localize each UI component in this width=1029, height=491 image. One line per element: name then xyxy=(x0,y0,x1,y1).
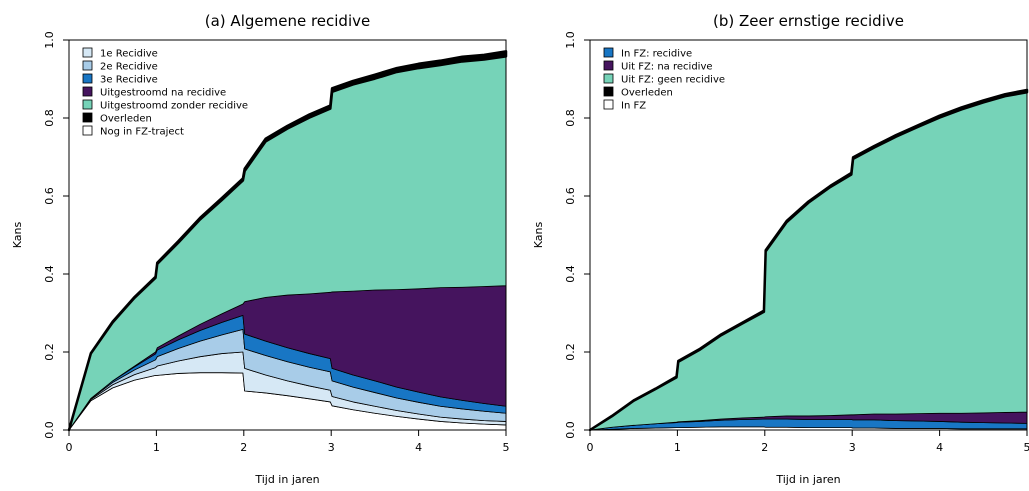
legend-item-uit-fz-geen-recidive: Uit FZ: geen recidive xyxy=(603,73,725,86)
legend-item-nog-in-fz-traject: Nog in FZ-traject xyxy=(82,125,184,138)
legend-item-1e-recidive: 1e Recidive xyxy=(82,47,158,60)
panel-b: (b) Zeer ernstige recidive Tijd in jaren… xyxy=(532,12,1029,486)
legend-label: In FZ xyxy=(621,101,646,112)
legend-swatch xyxy=(82,125,93,136)
y-tick-label: 0.2 xyxy=(564,343,577,361)
y-tick-label: 0.4 xyxy=(43,265,56,283)
plot-frame xyxy=(589,39,1028,431)
x-axis-label: Tijd in jaren xyxy=(775,473,840,486)
legend-item-uitgestroomd-zonder-recidive: Uitgestroomd zonder recidive xyxy=(82,99,248,112)
legend-label: Nog in FZ-traject xyxy=(100,127,184,138)
legend-item-uitgestroomd-na-recidive: Uitgestroomd na recidive xyxy=(82,86,226,99)
panel-title: (a) Algemene recidive xyxy=(205,12,370,30)
legend-swatch xyxy=(82,73,93,84)
y-tick-label: 1.0 xyxy=(564,31,577,49)
legend-item-2e-recidive: 2e Recidive xyxy=(82,60,158,73)
y-tick-label: 0.0 xyxy=(43,421,56,439)
y-axis-label: Kans xyxy=(11,222,24,249)
legend-swatch xyxy=(82,47,93,58)
legend-label: Overleden xyxy=(621,88,673,99)
legend-label: 2e Recidive xyxy=(100,62,158,73)
x-tick-label: 4 xyxy=(415,441,422,454)
panel-a: (a) Algemene recidive Tijd in jaren Kans… xyxy=(11,12,510,486)
x-tick-label: 1 xyxy=(153,441,160,454)
legend-swatch xyxy=(82,86,93,97)
y-tick-label: 0.8 xyxy=(43,109,56,127)
x-tick-label: 1 xyxy=(674,441,681,454)
legend-swatch xyxy=(603,73,614,84)
x-tick-label: 5 xyxy=(1024,441,1029,454)
legend-item-overleden: Overleden xyxy=(82,112,152,125)
legend-swatch xyxy=(603,99,614,110)
y-tick-label: 0.2 xyxy=(43,343,56,361)
y-tick-label: 0.6 xyxy=(43,187,56,205)
legend-item-overleden: Overleden xyxy=(603,86,673,99)
legend-item-uit-fz-na-recidive: Uit FZ: na recidive xyxy=(603,60,713,73)
legend-swatch xyxy=(603,47,614,58)
legend-label: 3e Recidive xyxy=(100,75,158,86)
y-axis-label: Kans xyxy=(532,222,545,249)
y-tick-label: 1.0 xyxy=(43,31,56,49)
legend-item-in-fz-recidive: In FZ: recidive xyxy=(603,47,692,60)
x-tick-label: 5 xyxy=(503,441,510,454)
legend-swatch xyxy=(82,60,93,71)
y-tick-label: 0.8 xyxy=(564,109,577,127)
legend-label: In FZ: recidive xyxy=(621,49,692,60)
x-tick-label: 0 xyxy=(587,441,594,454)
legend-label: Uitgestroomd na recidive xyxy=(100,88,226,99)
x-tick-label: 3 xyxy=(849,441,856,454)
panel-title: (b) Zeer ernstige recidive xyxy=(713,12,904,30)
legend-swatch xyxy=(603,60,614,71)
area-uit-fz-geen-recidive xyxy=(589,91,1028,431)
legend-item-3e-recidive: 3e Recidive xyxy=(82,73,158,86)
x-tick-label: 2 xyxy=(761,441,768,454)
legend-label: Uit FZ: na recidive xyxy=(621,62,713,73)
x-axis-label: Tijd in jaren xyxy=(254,473,319,486)
x-tick-label: 4 xyxy=(936,441,943,454)
legend-item-in-fz: In FZ xyxy=(603,99,646,112)
y-tick-label: 0.4 xyxy=(564,265,577,283)
legend-label: Overleden xyxy=(100,114,152,125)
legend-label: Uit FZ: geen recidive xyxy=(621,75,725,86)
legend-label: 1e Recidive xyxy=(100,49,158,60)
x-tick-label: 2 xyxy=(240,441,247,454)
y-tick-label: 0.0 xyxy=(564,421,577,439)
legend-label: Uitgestroomd zonder recidive xyxy=(100,101,248,112)
x-tick-label: 0 xyxy=(66,441,73,454)
legend-swatch xyxy=(603,86,614,97)
plot-frame xyxy=(68,39,507,431)
x-tick-label: 3 xyxy=(328,441,335,454)
legend-swatch xyxy=(82,99,93,110)
legend-swatch xyxy=(82,112,93,123)
y-tick-label: 0.6 xyxy=(564,187,577,205)
